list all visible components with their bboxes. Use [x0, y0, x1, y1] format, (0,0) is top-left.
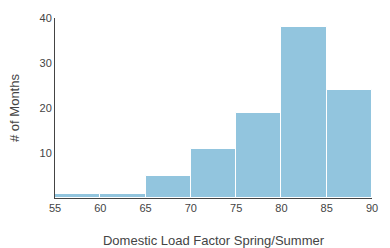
svg-text:20: 20: [40, 102, 52, 114]
svg-text:70: 70: [185, 202, 197, 214]
svg-text:40: 40: [40, 12, 52, 24]
svg-text:75: 75: [230, 202, 242, 214]
svg-text:60: 60: [94, 202, 106, 214]
svg-text:85: 85: [321, 202, 333, 214]
svg-text:80: 80: [275, 202, 287, 214]
svg-text:55: 55: [49, 202, 61, 214]
svg-text:10: 10: [40, 147, 52, 159]
svg-text:65: 65: [139, 202, 151, 214]
svg-text:# of Months: # of Months: [7, 74, 22, 142]
svg-text:Domestic Load Factor Spring/Su: Domestic Load Factor Spring/Summer: [103, 233, 325, 248]
svg-text:30: 30: [40, 57, 52, 69]
svg-text:90: 90: [366, 202, 378, 214]
